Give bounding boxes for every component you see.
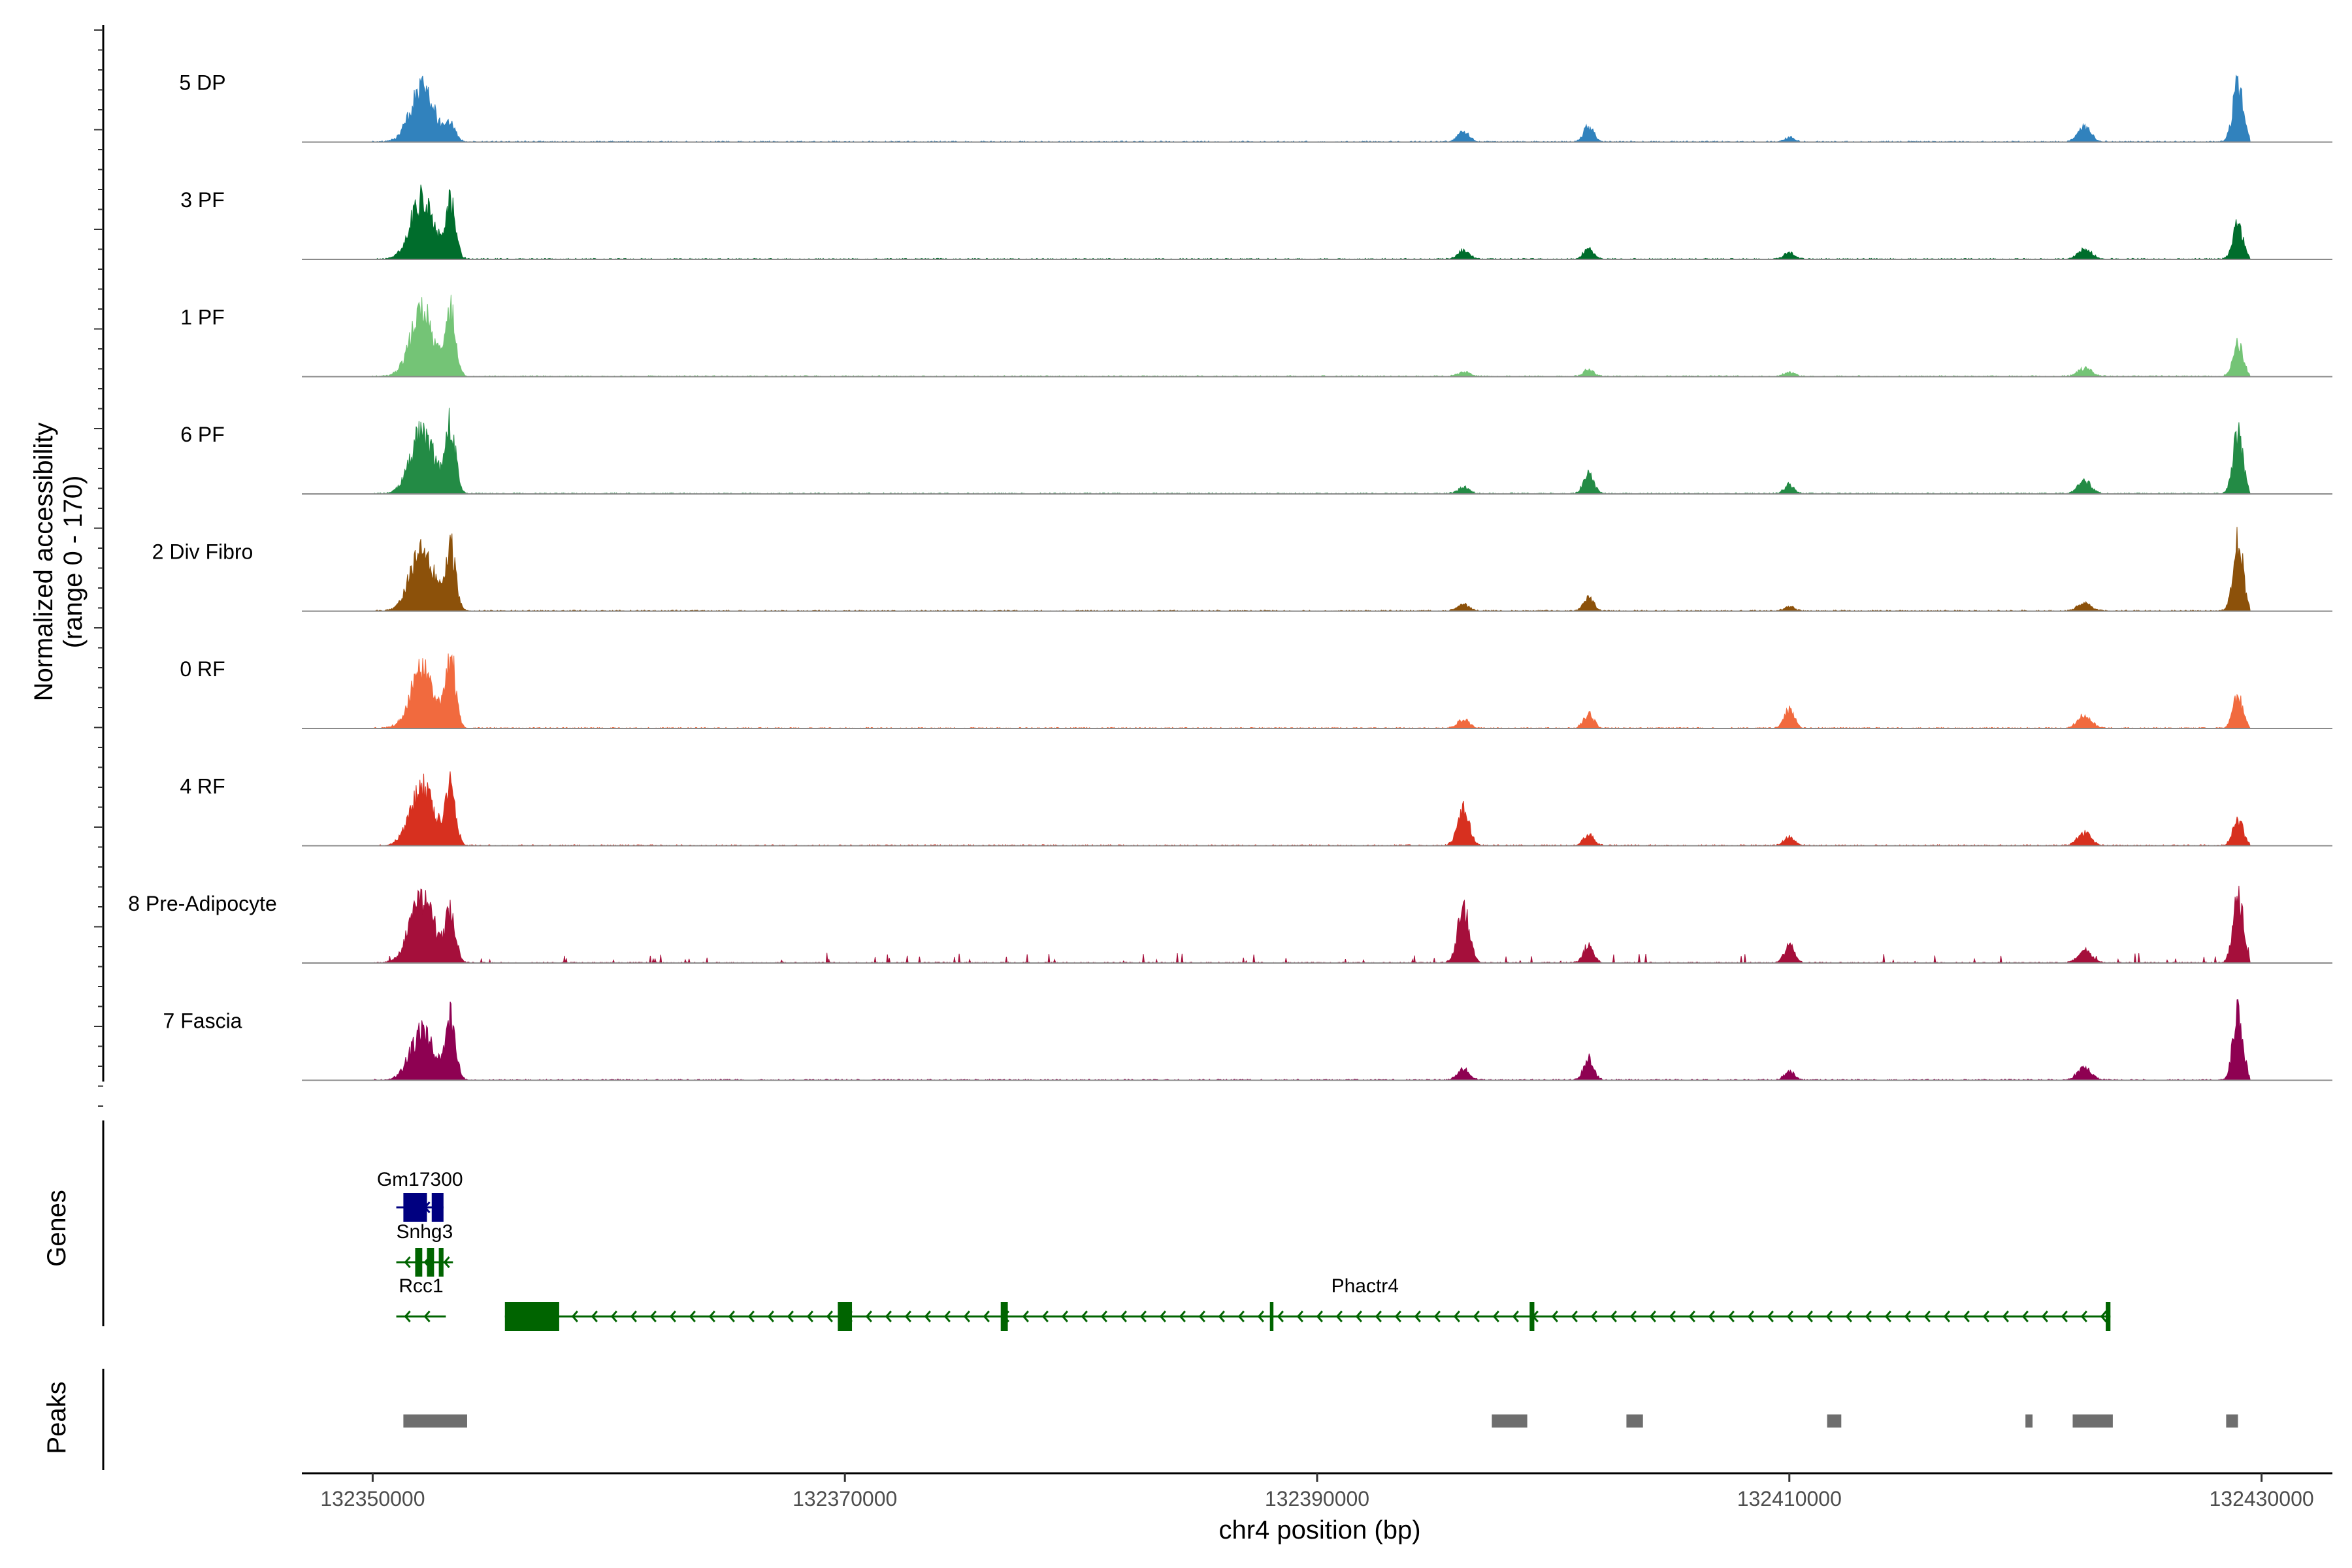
gene-exon [1000,1302,1008,1331]
x-tick-label: 132390000 [1265,1487,1369,1511]
coverage-track: 5 DP [179,71,2332,143]
gene-exon [838,1302,853,1331]
gene-exon [504,1302,559,1331]
coverage-area [302,184,2332,260]
track-label: 4 RF [180,775,225,798]
gene-model: Rcc1 [396,1275,446,1322]
track-label: 7 Fascia [163,1009,242,1033]
track-label: 8 Pre-Adipocyte [128,892,277,915]
peaks-panel-title: Peaks [42,1381,71,1454]
coverage-area [302,408,2332,495]
coverage-track: 8 Pre-Adipocyte [128,885,2332,964]
peaks-panel [102,1369,2238,1470]
coverage-track: 6 PF [180,408,2332,495]
track-label: 6 PF [180,423,225,446]
x-tick-label: 132410000 [1737,1487,1842,1511]
x-axis: 132350000 132370000 132390000 132410000 1324… [302,1472,2332,1511]
genes-panel-title: Genes [42,1190,71,1267]
gene-exon [1529,1302,1535,1331]
peak-region [403,1414,467,1428]
gene-label: Gm17300 [377,1169,463,1190]
track-label: 5 DP [179,71,225,95]
gene-model: Snhg3 [397,1221,453,1277]
peak-region [2025,1414,2033,1428]
gene-exon [431,1193,444,1222]
gene-model: Phactr4 [504,1275,2111,1331]
coverage-area [302,885,2332,964]
coverage-area [302,771,2332,847]
gene-label: Snhg3 [397,1221,453,1243]
gene-exon [403,1193,427,1222]
coverage-track: 0 RF [180,653,2332,729]
track-label: 0 RF [180,657,225,681]
x-tick-label: 132370000 [792,1487,897,1511]
x-tick-label: 132430000 [2209,1487,2313,1511]
genes-panel: Gm17300 Snhg3 Rcc1 Phactr4 [102,1120,2111,1331]
coverage-track: 3 PF [180,184,2332,260]
gene-exon [438,1248,444,1277]
coverage-panel: 5 DP 3 PF 1 PF 6 PF 2 Div Fibro 0 RF 4 RF 8 Pre… [128,71,2332,1081]
coverage-area [302,74,2332,143]
gene-exon [427,1248,434,1277]
coverage-track: 1 PF [180,295,2332,378]
coverage-track: 2 Div Fibro [152,527,2332,612]
gene-exon [415,1248,423,1277]
x-axis-title: chr4 position (bp) [1218,1516,1420,1544]
peak-region [2226,1414,2238,1428]
track-label: 3 PF [180,188,225,212]
coverage-area [302,999,2332,1081]
track-label: 2 Div Fibro [152,540,253,564]
y-axis-title-line2: (range 0 - 170) [59,476,88,649]
coverage-y-axis [94,25,105,1107]
x-tick-label: 132350000 [320,1487,425,1511]
gene-exon [1269,1302,1274,1331]
track-label: 1 PF [180,306,225,329]
peak-region [2072,1414,2113,1428]
gene-label: Phactr4 [1331,1275,1399,1297]
gene-model: Gm17300 [377,1169,463,1222]
coverage-track: 7 Fascia [163,999,2332,1081]
peak-region [1492,1414,1527,1428]
coverage-area [302,527,2332,612]
peak-region [1827,1414,1842,1428]
coverage-area [302,295,2332,378]
gene-label: Rcc1 [399,1275,443,1297]
peak-region [1626,1414,1643,1428]
y-axis-title-line1: Normalized accessibility [29,423,58,702]
coverage-area [302,653,2332,729]
gene-exon [2106,1302,2111,1331]
coverage-track: 4 RF [180,771,2332,847]
